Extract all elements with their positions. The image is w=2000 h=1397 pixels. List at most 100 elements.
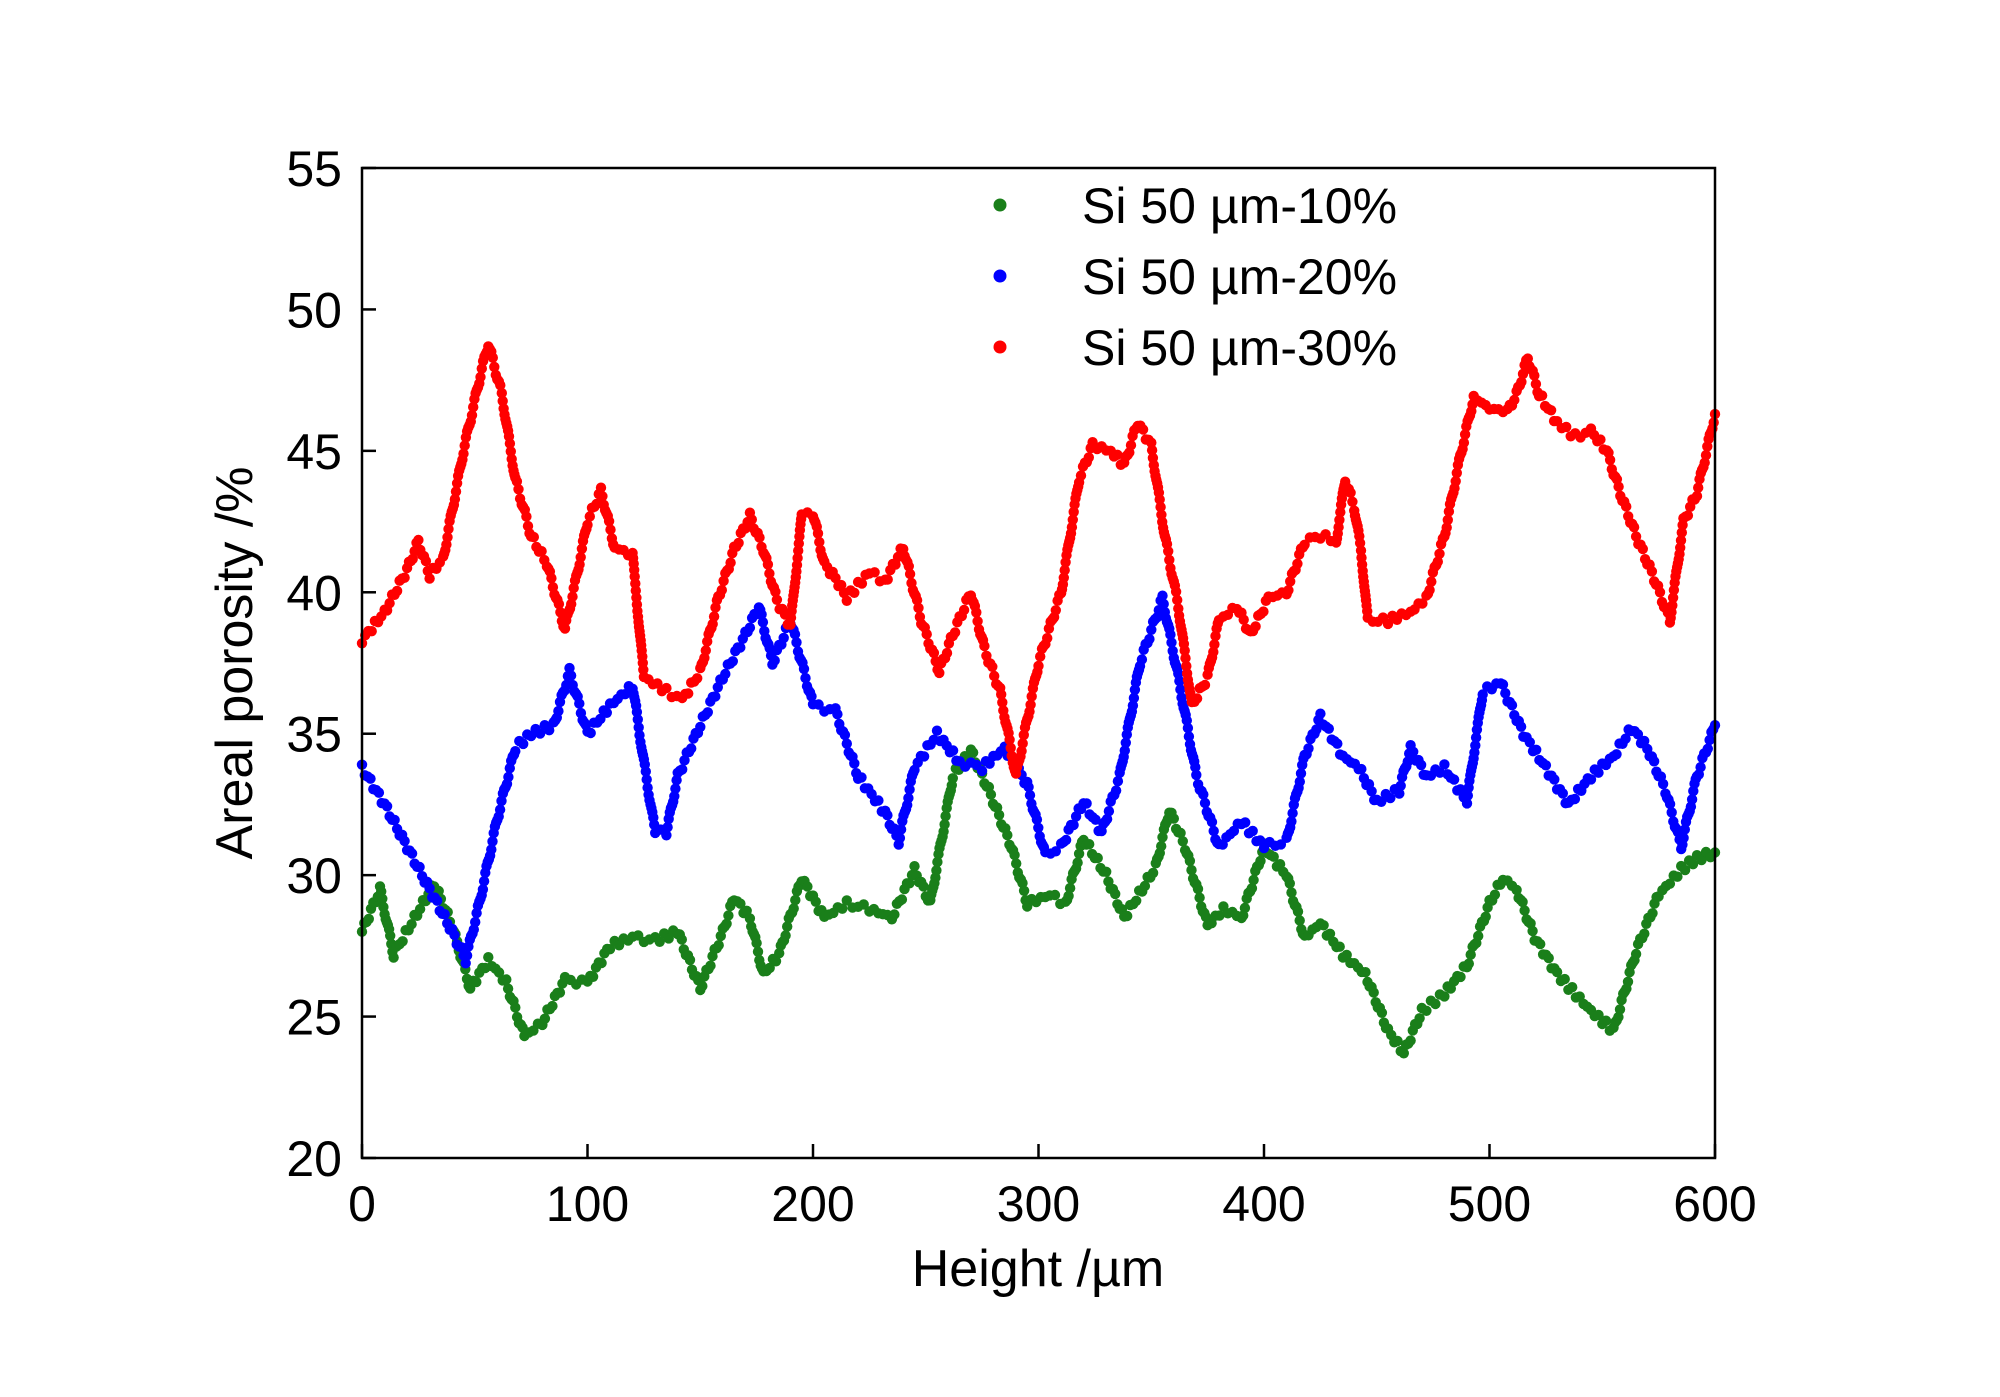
data-point xyxy=(1247,825,1258,837)
data-point xyxy=(1127,700,1139,711)
data-point xyxy=(1170,586,1182,597)
data-point xyxy=(832,709,843,720)
data-point xyxy=(836,579,847,591)
data-point xyxy=(373,787,385,798)
data-point xyxy=(882,810,893,821)
data-point xyxy=(830,572,841,584)
data-point xyxy=(1567,982,1578,993)
data-point xyxy=(1112,776,1124,787)
data-point xyxy=(839,729,851,741)
data-point xyxy=(918,751,930,762)
data-point xyxy=(536,546,547,557)
data-point xyxy=(1432,556,1444,567)
data-point xyxy=(554,987,566,998)
data-point xyxy=(1664,798,1676,810)
y-tick-label: 35 xyxy=(286,707,342,763)
data-point xyxy=(547,1000,558,1012)
data-point xyxy=(365,773,376,784)
data-point xyxy=(770,586,781,597)
data-point xyxy=(1180,653,1191,664)
data-point xyxy=(1274,859,1286,870)
data-point xyxy=(1424,584,1435,596)
data-point xyxy=(778,632,789,644)
data-point xyxy=(1009,849,1020,861)
data-point xyxy=(947,745,959,756)
data-point xyxy=(996,689,1007,700)
x-tick-label: 300 xyxy=(997,1176,1080,1232)
data-point xyxy=(782,921,793,932)
data-point xyxy=(1175,684,1186,695)
data-point xyxy=(1137,424,1149,435)
data-point xyxy=(1240,817,1251,828)
data-point xyxy=(553,598,565,610)
data-point xyxy=(1157,590,1168,601)
data-point xyxy=(913,602,924,614)
data-point xyxy=(1376,796,1387,807)
data-point xyxy=(389,814,400,826)
data-point xyxy=(1194,892,1205,903)
data-point xyxy=(465,983,476,994)
data-point xyxy=(976,765,988,777)
data-point xyxy=(1500,688,1511,699)
data-point xyxy=(1708,417,1719,428)
data-point xyxy=(1637,543,1649,555)
data-point xyxy=(534,728,546,739)
data-point xyxy=(676,934,687,945)
data-point xyxy=(1682,510,1694,521)
data-point xyxy=(802,881,813,892)
data-point xyxy=(949,627,961,638)
data-point xyxy=(798,663,810,675)
data-point xyxy=(565,670,577,681)
data-point xyxy=(652,678,663,689)
data-point xyxy=(1144,633,1155,645)
data-point xyxy=(505,446,516,457)
data-point xyxy=(1477,689,1488,700)
data-point xyxy=(1198,789,1209,800)
data-point xyxy=(1676,527,1688,538)
data-point xyxy=(1470,740,1481,751)
data-point xyxy=(1199,679,1211,691)
data-point xyxy=(399,835,410,847)
data-point xyxy=(1050,846,1062,857)
y-tick-label: 40 xyxy=(286,565,342,621)
data-point xyxy=(414,861,425,873)
legend-marker xyxy=(993,340,1007,354)
data-point xyxy=(882,574,893,585)
data-point xyxy=(414,903,426,915)
legend: Si 50 µm-10% Si 50 µm-20% Si 50 µm-30% xyxy=(993,178,1397,376)
data-point xyxy=(1299,539,1310,550)
data-point xyxy=(1536,390,1548,401)
data-point xyxy=(1511,884,1522,896)
data-point xyxy=(1146,445,1158,456)
data-point xyxy=(841,895,852,906)
data-point xyxy=(710,691,721,702)
data-point xyxy=(1691,490,1703,502)
data-point xyxy=(1463,958,1475,969)
data-point xyxy=(1101,866,1112,877)
data-point xyxy=(1455,971,1466,983)
data-point xyxy=(1125,440,1137,451)
data-point xyxy=(439,909,450,920)
data-point xyxy=(1664,878,1676,889)
data-point xyxy=(1286,887,1297,898)
data-point xyxy=(752,946,764,957)
data-point xyxy=(928,647,940,659)
data-point xyxy=(720,668,731,680)
data-point xyxy=(1450,476,1461,487)
data-point xyxy=(697,980,708,992)
x-tick-label: 500 xyxy=(1448,1176,1531,1232)
data-point xyxy=(721,918,732,929)
data-point xyxy=(1517,896,1528,908)
data-point xyxy=(987,661,998,672)
data-point xyxy=(1647,908,1658,919)
data-point xyxy=(1704,734,1715,746)
data-point xyxy=(633,722,644,733)
data-point xyxy=(1002,829,1013,841)
data-point xyxy=(1060,834,1072,846)
legend-item: Si 50 µm-10% xyxy=(993,178,1397,234)
x-axis-title: Height /µm xyxy=(912,1240,1164,1298)
data-point xyxy=(662,822,673,833)
series-3 xyxy=(356,341,1721,779)
data-point xyxy=(895,824,907,835)
data-point xyxy=(1604,454,1616,466)
